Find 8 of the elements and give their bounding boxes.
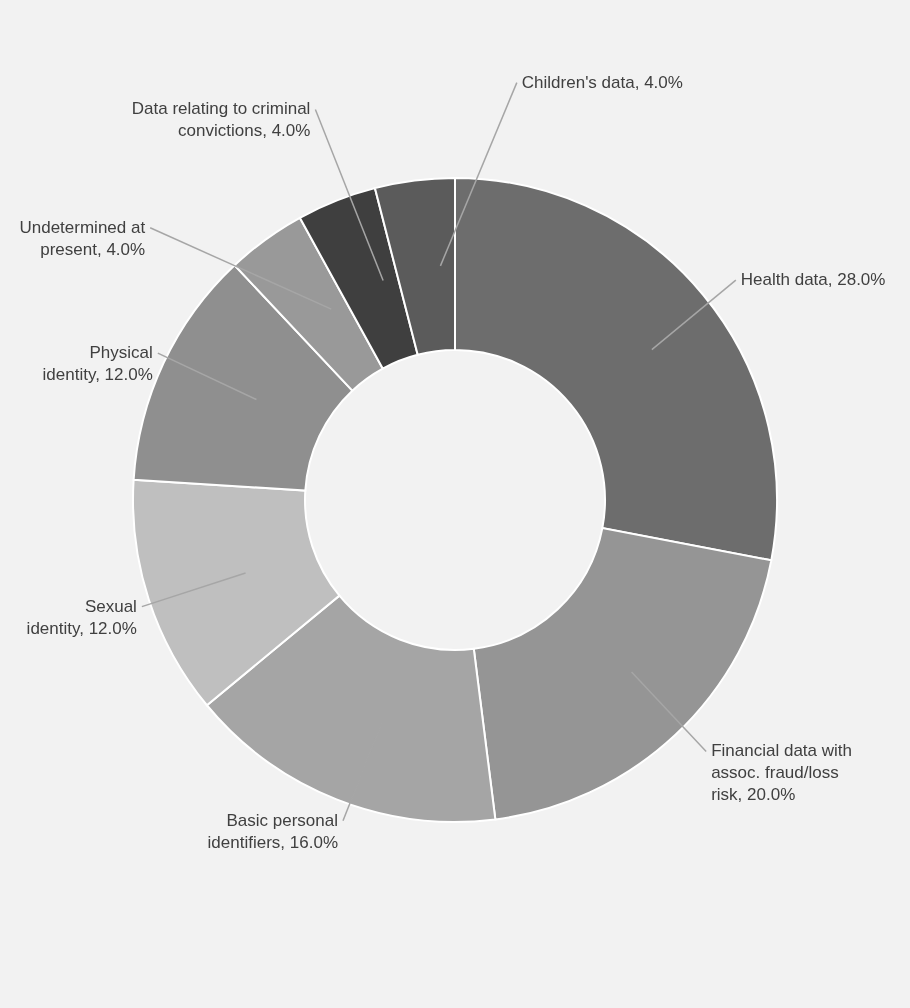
slice-label: Health data, 28.0%	[740, 270, 886, 290]
slice-label: Undetermined at present, 4.0%	[19, 217, 146, 259]
slice-label: Data relating to criminal convictions, 4.0%	[131, 99, 311, 141]
slice-label: Sexual identity, 12.0%	[26, 596, 137, 638]
slice-label: Children's data, 4.0%	[521, 72, 683, 92]
slice-label: Basic personal identifiers, 16.0%	[207, 810, 338, 852]
slice-label: Financial data with assoc. fraud/loss risk, 20.0%	[711, 741, 852, 805]
slice-label: Physical identity, 12.0%	[42, 343, 153, 385]
